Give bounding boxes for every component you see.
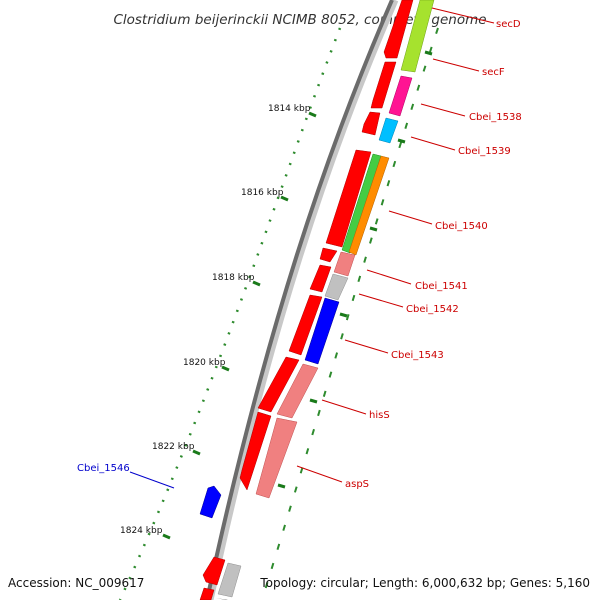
ruler-tick-mark [308,111,317,118]
gene-label-cbei-1540[interactable]: Cbei_1540 [435,221,488,232]
feature-blocks [199,0,435,600]
map-title: Clostridium beijerinckii NCIMB 8052, com… [113,12,486,28]
ruler-tick-label: 1822 kbp [152,442,195,452]
ruler-tick-label: 1814 kbp [268,104,311,114]
ruler-tick-label: 1816 kbp [241,188,284,198]
genome-backbone [205,0,399,600]
ruler-tick-label: 1818 kbp [212,273,255,283]
gene-label-hiss[interactable]: hisS [369,410,390,421]
gene-label-cbei-1542[interactable]: Cbei_1542 [406,304,459,315]
gene-label-secf[interactable]: secF [482,67,505,78]
ruler-tick-mark [280,195,289,202]
ruler-ticks: 1814 kbp 1816 kbp 1818 kbp 1820 kbp 1822… [120,104,317,540]
outer-tick-marks [277,50,433,489]
feature-block-cbei-1538 [388,75,413,117]
strand-gene-arrow [361,111,381,136]
ruler-tick-mark [221,365,230,372]
strand-gene-arrow [257,356,300,413]
strand-gene-arrow [383,0,414,59]
ruler-tick-label: 1820 kbp [183,358,226,368]
strand-gene-arrow [199,587,215,600]
feature-block-cbei-1539 [378,117,399,144]
feature-block-cbei-1546 [199,485,222,519]
feature-block-cbei-1543 [304,297,340,365]
label-leaders [129,7,495,489]
feature-block-cbei-1540-orange [348,155,390,256]
feature-block-cbei-1540-green [341,153,382,254]
gene-label-cbei-1541[interactable]: Cbei_1541 [415,281,468,292]
gene-label-cbei-1546[interactable]: Cbei_1546 [77,463,130,474]
accession-text: Accession: NC_009617 [8,576,144,590]
feature-block-secf [400,0,435,73]
feature-block-bottom-grey [217,562,242,598]
ruler-dots [118,27,439,600]
gene-label-cbei-1538[interactable]: Cbei_1538 [469,112,522,123]
strand-gene-arrow [288,294,323,356]
strand-gene-arrow [325,149,372,248]
gene-label-secd[interactable]: secD [496,19,521,30]
strand-gene-arrow [319,247,338,263]
gene-label-cbei-1539[interactable]: Cbei_1539 [458,146,511,157]
feature-block-asps [255,417,298,499]
feature-block-cbei-1542 [324,273,349,301]
feature-block-hiss [276,363,319,419]
ruler-tick-mark [252,280,261,287]
gene-label-asps[interactable]: aspS [345,479,369,490]
topology-info: Topology: circular; Length: 6,000,632 bp… [259,576,590,590]
gene-labels: secD secF Cbei_1538 Cbei_1539 Cbei_1540 … [77,19,522,490]
ruler-tick-label: 1824 kbp [120,526,163,536]
strand-genes [199,0,414,600]
strand-gene-arrow [202,556,226,586]
gene-label-cbei-1543[interactable]: Cbei_1543 [391,350,444,361]
strand-gene-arrow [309,264,332,293]
ruler-tick-mark [192,449,201,456]
strand-gene-arrow [370,61,397,109]
ruler-tick-mark [162,533,171,540]
strand-gene-arrow [239,411,272,491]
feature-block-cbei-1541 [333,251,356,277]
